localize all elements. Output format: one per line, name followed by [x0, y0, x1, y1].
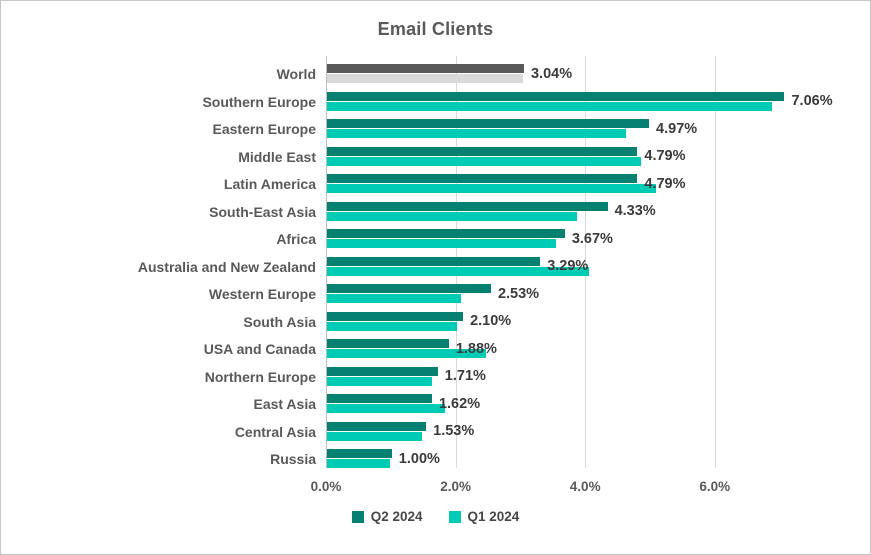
category-label-russia: Russia: [270, 451, 316, 467]
bar-q1-2024-southern-europe: [327, 101, 773, 111]
value-label-east-asia: 1.62%: [438, 395, 481, 412]
gridline-6.0%: [714, 56, 716, 468]
bar-q2-2024-russia: [327, 449, 392, 458]
bar-q1-2024-central-asia: [327, 431, 422, 441]
value-label-central-asia: 1.53%: [433, 423, 475, 439]
bar-q2-2024-south-east-asia: [327, 201, 608, 211]
category-label-latin-america: Latin America: [223, 176, 316, 192]
value-label-africa: 3.67%: [571, 230, 613, 247]
category-label-northern-europe: Northern Europe: [204, 368, 316, 385]
value-label-world: 3.04%: [530, 65, 573, 82]
bar-q1-2024-russia: [327, 459, 390, 468]
chart-title: Email Clients: [377, 19, 494, 39]
bar-q2-2024-africa: [327, 229, 565, 238]
x-tick-label-2.0%: 2.0%: [440, 479, 471, 494]
category-label-eastern-europe: Eastern Europe: [212, 121, 316, 137]
gridline-4.0%: [585, 56, 587, 468]
x-tick-label-0.0%: 0.0%: [310, 479, 342, 494]
legend-label-q1-2024: Q1 2024: [467, 509, 520, 524]
bar-q2-2024-australia-and-new-zealand: [327, 256, 541, 266]
bar-q1-2024-africa: [327, 239, 556, 248]
bar-q1-2024-usa-and-canada: [327, 349, 486, 358]
bar-q1-2024-australia-and-new-zealand: [327, 266, 590, 276]
category-label-world: World: [276, 66, 316, 82]
value-label-western-europe: 2.53%: [497, 285, 540, 302]
category-label-africa: Africa: [276, 231, 316, 247]
value-label-middle-east: 4.79%: [644, 148, 686, 164]
value-label-latin-america: 4.79%: [644, 175, 686, 192]
bar-q1-2024-latin-america: [327, 184, 656, 193]
legend-swatch-q2-2024: [351, 510, 364, 523]
bar-q1-2024-western-europe: [327, 294, 462, 303]
bar-q2-2024-southern-europe: [327, 91, 785, 101]
category-label-east-asia: East Asia: [253, 396, 316, 412]
y-axis-line: [326, 56, 327, 468]
bar-q2-2024-east-asia: [327, 394, 432, 403]
legend-item-q2-2024: Q2 2024: [351, 509, 423, 524]
legend: Q2 2024 Q1 2024: [1, 509, 870, 524]
legend-label-q2-2024: Q2 2024: [370, 509, 423, 524]
value-label-south-asia: 2.10%: [470, 313, 512, 329]
bar-q1-2024-south-east-asia: [327, 211, 578, 221]
legend-item-q1-2024: Q1 2024: [448, 509, 520, 524]
value-label-australia-and-new-zealand: 3.29%: [547, 258, 589, 274]
bar-q2-2024-south-asia: [327, 311, 464, 321]
legend-swatch-q1-2024: [448, 510, 461, 523]
bar-q1-2024-world: [327, 74, 523, 83]
x-tick-label-6.0%: 6.0%: [699, 479, 731, 494]
bar-q1-2024-south-asia: [327, 321, 457, 331]
category-label-western-europe: Western Europe: [208, 286, 316, 302]
bar-q1-2024-middle-east: [327, 156, 642, 166]
plot-area: [326, 56, 812, 468]
category-label-southern-europe: Southern Europe: [202, 93, 316, 110]
bar-q2-2024-western-europe: [327, 284, 491, 293]
category-label-australia-and-new-zealand: Australia and New Zealand: [137, 258, 316, 275]
category-label-usa-and-canada: USA and Canada: [203, 341, 316, 357]
category-label-south-east-asia: South-East Asia: [209, 203, 316, 220]
value-label-russia: 1.00%: [398, 450, 440, 467]
category-label-central-asia: Central Asia: [234, 423, 316, 440]
bar-q1-2024-east-asia: [327, 404, 445, 413]
bar-q1-2024-northern-europe: [327, 376, 432, 386]
bar-q2-2024-middle-east: [327, 146, 638, 156]
value-label-eastern-europe: 4.97%: [656, 120, 698, 137]
bar-q2-2024-northern-europe: [327, 366, 438, 376]
value-label-south-east-asia: 4.33%: [614, 203, 656, 219]
category-label-middle-east: Middle East: [238, 148, 316, 165]
value-label-usa-and-canada: 1.88%: [455, 340, 497, 357]
bar-q2-2024-central-asia: [327, 421, 427, 431]
bar-q2-2024-eastern-europe: [327, 119, 650, 128]
bar-q2-2024-usa-and-canada: [327, 339, 449, 348]
bar-q1-2024-eastern-europe: [327, 129, 627, 138]
bar-q2-2024-latin-america: [327, 174, 638, 183]
bar-q2-2024-world: [327, 64, 524, 73]
value-label-southern-europe: 7.06%: [791, 93, 833, 109]
x-tick-label-4.0%: 4.0%: [569, 479, 601, 494]
category-label-south-asia: South Asia: [243, 313, 316, 330]
value-label-northern-europe: 1.71%: [444, 368, 486, 384]
